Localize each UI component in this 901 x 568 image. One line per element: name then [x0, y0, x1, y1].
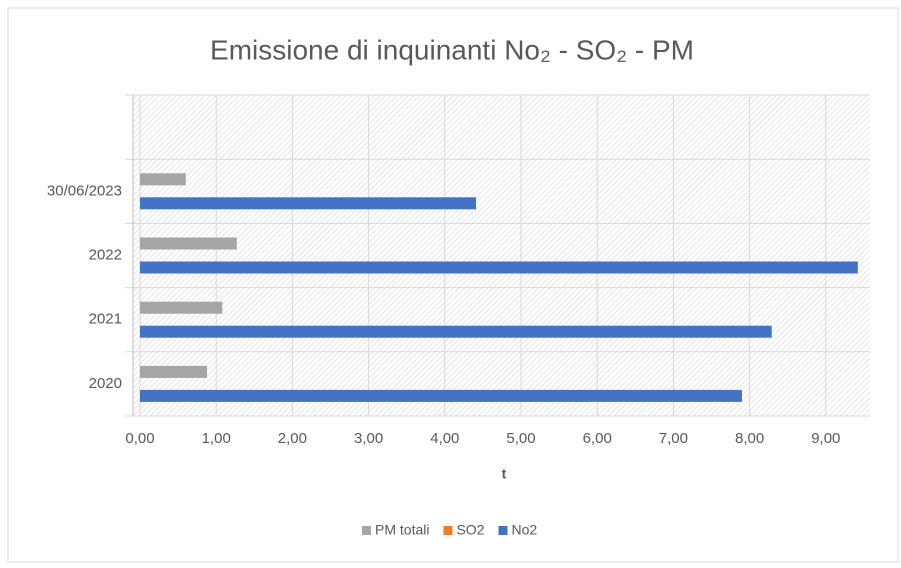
y-tick-label: 30/06/2023: [47, 182, 122, 199]
x-tick-label: 7,00: [659, 430, 688, 447]
legend-label: SO2: [456, 522, 484, 538]
x-tick-label: 3,00: [354, 430, 383, 447]
x-tick-label: 6,00: [583, 430, 612, 447]
legend-swatch: [498, 526, 508, 535]
bar: [140, 389, 742, 402]
x-tick-label: 2,00: [278, 430, 307, 447]
chart-title: Emissione di inquinanti No₂ - SO₂ - PM: [210, 34, 694, 65]
x-tick-label: 9,00: [811, 430, 840, 447]
y-tick-label: 2020: [89, 375, 122, 392]
x-tick-label: 0,00: [125, 430, 154, 447]
x-axis-label: t: [502, 466, 507, 482]
bar: [140, 237, 237, 250]
legend-label: No2: [511, 522, 537, 538]
bar: [140, 261, 858, 274]
plot-area: [133, 95, 870, 416]
x-tick-label: 4,00: [430, 430, 459, 447]
x-tick-label: 8,00: [735, 430, 764, 447]
legend-swatch: [362, 526, 371, 535]
bar: [140, 325, 772, 338]
bar: [140, 301, 223, 314]
x-tick-label: 5,00: [506, 430, 535, 447]
x-tick-label: 1,00: [202, 430, 231, 447]
bar: [140, 197, 477, 210]
y-tick-label: 2021: [89, 311, 122, 328]
bar: [140, 173, 186, 186]
y-tick-label: 2022: [89, 246, 122, 263]
legend-label: PM totali: [375, 522, 429, 538]
bar: [140, 365, 208, 378]
legend-swatch: [443, 526, 453, 535]
